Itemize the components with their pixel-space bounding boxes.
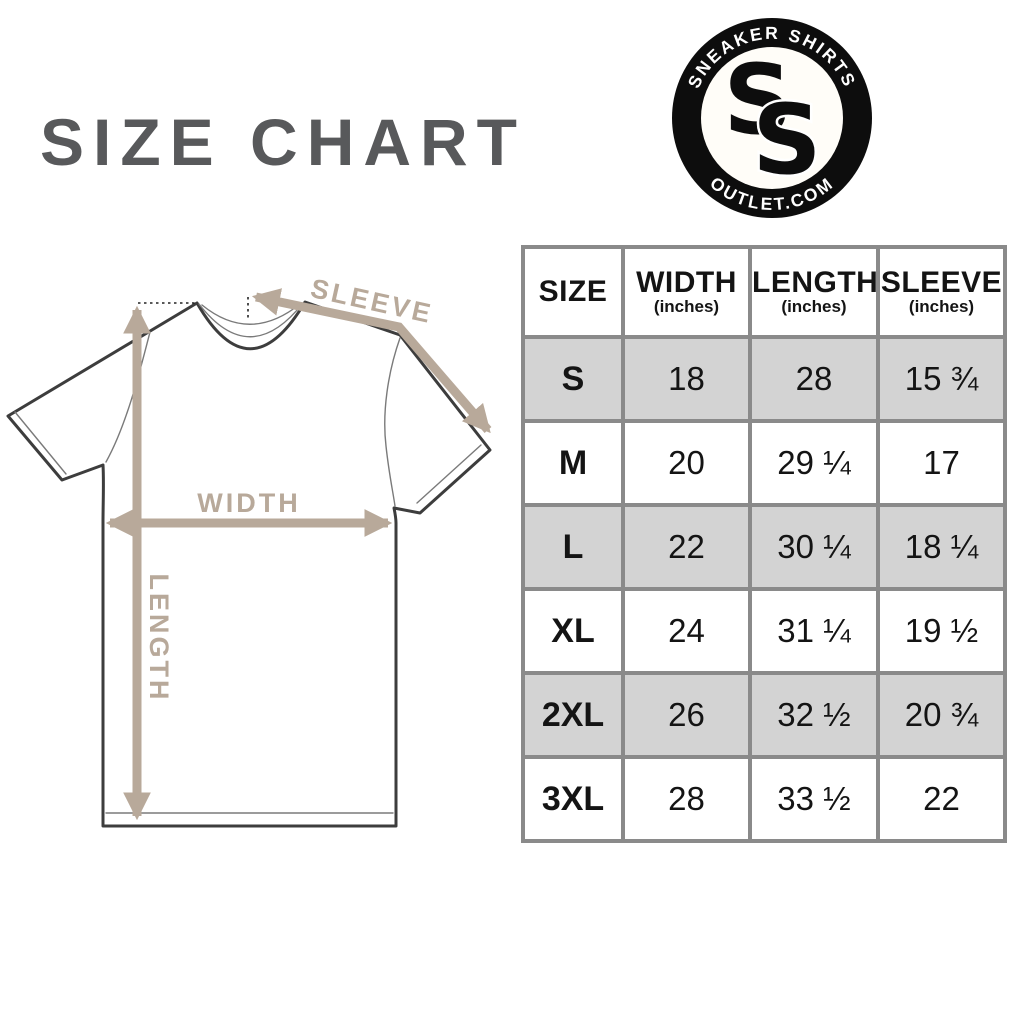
header-cell-length: LENGTH (inches) xyxy=(748,245,880,339)
brand-logo: S S SNEAKER SHIRTS OUTLET.COM xyxy=(672,18,872,218)
size-cell: L xyxy=(521,503,625,591)
table-row: M 20 29 ¼ 17 xyxy=(521,419,1007,507)
sleeve-cell: 17 xyxy=(876,419,1007,507)
width-cell: 18 xyxy=(621,335,752,423)
tshirt-outline xyxy=(6,300,492,828)
header-cell-width: WIDTH (inches) xyxy=(621,245,752,339)
logo-monogram-s2: S xyxy=(752,84,821,196)
table-row: 2XL 26 32 ½ 20 ¾ xyxy=(521,671,1007,759)
header-label: WIDTH xyxy=(636,265,737,299)
length-cell: 30 ¼ xyxy=(748,503,880,591)
sleeve-cell: 15 ¾ xyxy=(876,335,1007,423)
header-sub: (inches) xyxy=(781,297,847,317)
width-cell: 26 xyxy=(621,671,752,759)
width-cell: 24 xyxy=(621,587,752,675)
header-label: SLEEVE xyxy=(880,265,1003,299)
right-cuff-seam xyxy=(416,444,482,504)
table-row: XL 24 31 ¼ 19 ½ xyxy=(521,587,1007,675)
table-header-row: SIZE WIDTH (inches) LENGTH (inches) SLEE… xyxy=(521,245,1007,339)
header-sub: (inches) xyxy=(653,297,720,317)
sleeve-arrow xyxy=(251,288,492,434)
width-cell: 28 xyxy=(621,755,752,843)
width-cell: 22 xyxy=(621,503,752,591)
table-row: S 18 28 15 ¾ xyxy=(521,335,1007,423)
sleeve-cell: 19 ½ xyxy=(876,587,1007,675)
width-cell: 20 xyxy=(621,419,752,507)
header-cell-size: SIZE xyxy=(521,245,625,339)
size-cell: M xyxy=(521,419,625,507)
length-label: LENGTH xyxy=(144,574,174,703)
sleeve-cell: 18 ¼ xyxy=(876,503,1007,591)
left-cuff-seam xyxy=(14,411,67,475)
size-cell: 3XL xyxy=(521,755,625,843)
table-row: 3XL 28 33 ½ 22 xyxy=(521,755,1007,843)
page-title: SIZE CHART xyxy=(40,105,526,179)
header-cell-sleeve: SLEEVE (inches) xyxy=(876,245,1007,339)
header-label: SIZE xyxy=(538,274,608,308)
size-cell: XL xyxy=(521,587,625,675)
table-row: L 22 30 ¼ 18 ¼ xyxy=(521,503,1007,591)
header-label: LENGTH xyxy=(752,265,879,299)
tshirt-diagram: SLEEVE WIDTH LENGTH xyxy=(6,273,492,828)
length-cell: 31 ¼ xyxy=(748,587,880,675)
size-cell: 2XL xyxy=(521,671,625,759)
sleeve-cell: 22 xyxy=(876,755,1007,843)
width-label: WIDTH xyxy=(197,488,300,518)
logo-monogram-s1: S xyxy=(723,44,792,156)
header-sub: (inches) xyxy=(908,297,975,317)
sleeve-cell: 20 ¾ xyxy=(876,671,1007,759)
length-cell: 33 ½ xyxy=(748,755,880,843)
length-cell: 28 xyxy=(748,335,880,423)
size-cell: S xyxy=(521,335,625,423)
length-cell: 29 ¼ xyxy=(748,419,880,507)
logo-inner-circle xyxy=(701,47,843,189)
size-table: SIZE WIDTH (inches) LENGTH (inches) SLEE… xyxy=(521,245,1007,843)
length-cell: 32 ½ xyxy=(748,671,880,759)
